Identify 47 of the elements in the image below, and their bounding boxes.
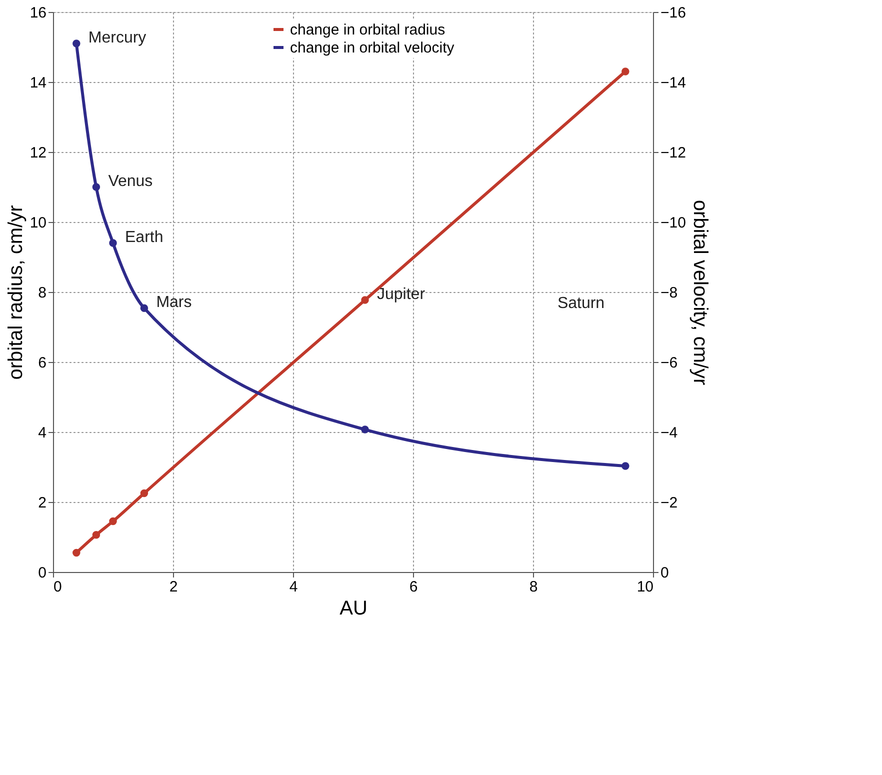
y2-tick-label: −14 [660,74,686,92]
point [140,489,148,498]
x-tick-label: 2 [169,578,178,596]
y-tick-label: 8 [38,284,46,302]
y2-axis-title: orbital velocity, cm/yr [688,200,711,386]
y2-tick-label: −6 [660,354,678,372]
point [92,531,100,539]
y-tick-label: 10 [30,214,46,232]
point [361,426,369,434]
x-tick-label: 4 [289,578,298,596]
y2-tick-label: −4 [660,424,678,442]
point [72,40,80,48]
annotation: Saturn [557,295,605,312]
legend-label: change in orbital velocity [290,40,455,56]
point [92,183,100,191]
point [109,239,117,247]
point [140,304,148,312]
point [72,548,80,557]
y2-tick-label: −12 [660,144,686,162]
y2-tick-label: −2 [660,494,678,512]
y-tick-label: 2 [38,494,46,512]
y-tick-label: 4 [38,424,46,442]
annotation: Earth [125,229,164,246]
annotation: Mars [156,294,192,312]
x-tick-label: 6 [409,578,418,596]
x-tick-label: 8 [529,578,538,596]
point [109,517,117,526]
annotation: Venus [108,173,153,190]
point [622,68,630,76]
y-tick-label: 12 [30,144,46,162]
x-tick-label: 0 [54,578,62,596]
y-tick-label: 16 [30,4,46,22]
y-tick-label: 0 [38,564,46,582]
annotation: Jupiter [377,286,426,304]
y2-tick-label: −16 [660,4,686,22]
y2-tick-label: −8 [660,284,678,302]
y2-tick-label: −10 [660,214,686,232]
annotation: Mercury [88,30,146,46]
legend-label: change in orbital radius [290,22,446,38]
x-axis-title: AU [340,598,368,620]
y-tick-label: 14 [30,74,46,92]
point [361,296,369,304]
y-axis-title: orbital radius, cm/yr [4,204,27,380]
point [622,462,630,470]
y-tick-label: 6 [38,354,46,372]
y2-tick-label: 0 [660,564,669,582]
x-tick-label: 10 [636,578,654,596]
